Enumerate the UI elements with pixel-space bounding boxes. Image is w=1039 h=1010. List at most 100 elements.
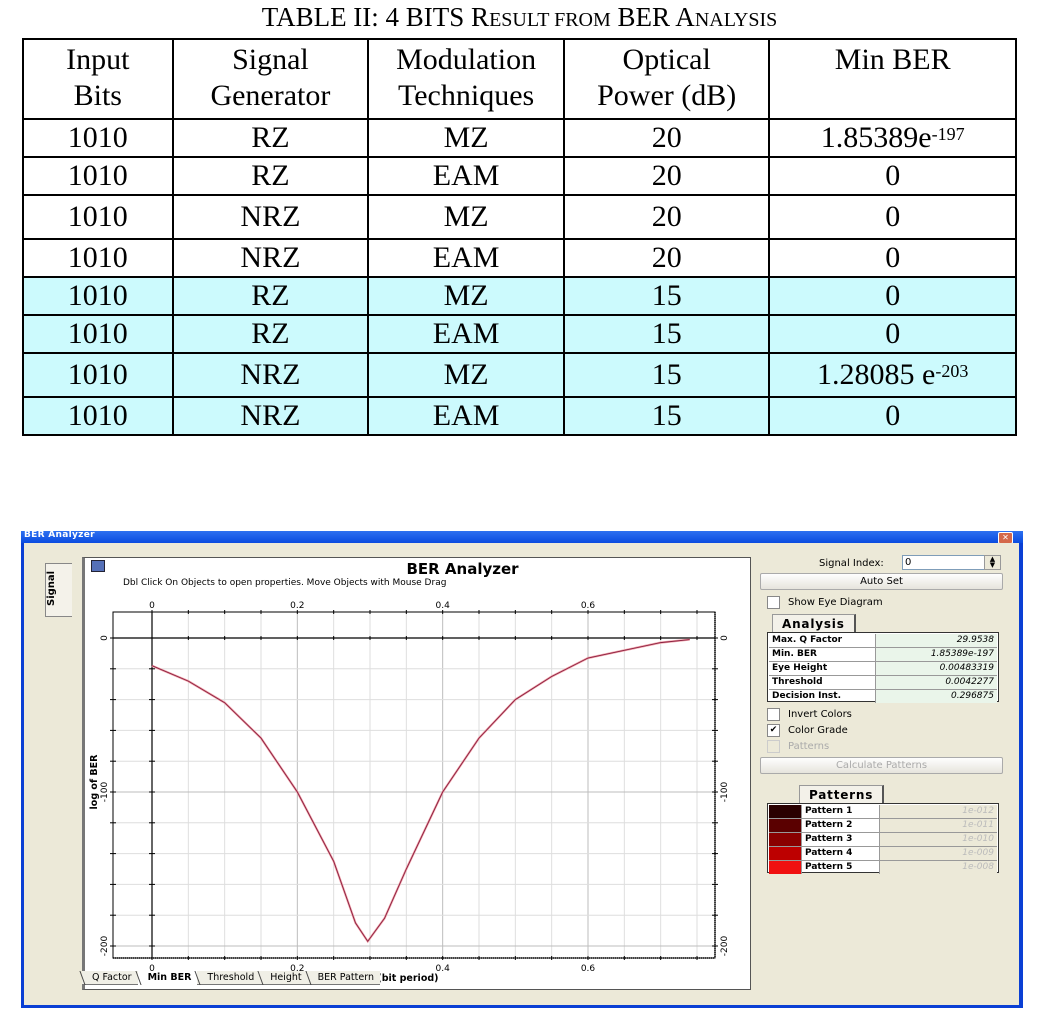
title-bar[interactable]: BER Analyzer ✕: [21, 530, 1023, 544]
cell-optical-power: 15: [562, 352, 771, 398]
cell-modulation: EAM: [367, 156, 565, 196]
svg-text:-200: -200: [720, 936, 730, 957]
pattern-row: Pattern 2 1e-011: [769, 819, 997, 833]
caption-part: TABLE II: 4 BITS R: [261, 2, 490, 32]
pattern-name: Pattern 1: [802, 805, 880, 818]
pattern-name: Pattern 2: [802, 819, 880, 832]
analysis-value: 0.296875: [876, 690, 997, 703]
cell-signal-generator: RZ: [171, 118, 370, 158]
window-client: Signal BER Analyzer Dbl Click On Objects…: [24, 543, 1019, 1005]
header-optical-power: Optical Power (dB): [562, 38, 771, 120]
tab-signal-label: Signal: [46, 570, 57, 606]
cell-min-ber: 1.85389e-197: [768, 118, 1017, 158]
cell-input-bits: 1010: [22, 314, 174, 354]
cell-optical-power: 15: [562, 396, 771, 436]
cell-signal-generator: RZ: [171, 156, 370, 196]
cell-optical-power: 20: [562, 194, 771, 240]
analysis-row: Min. BER 1.85389e-197: [769, 648, 997, 662]
svg-text:-100: -100: [100, 782, 110, 803]
analysis-key: Min. BER: [769, 648, 876, 661]
tab-ber-pattern[interactable]: BER Pattern: [307, 971, 380, 985]
patterns-checkbox[interactable]: Patterns: [767, 740, 829, 753]
cell-signal-generator: RZ: [171, 276, 370, 316]
svg-text:0: 0: [149, 964, 155, 974]
table-caption: TABLE II: 4 BITS RESULT FROM BER ANALYSI…: [0, 2, 1039, 33]
header-min-ber: Min BER: [768, 38, 1017, 120]
analysis-key: Eye Height: [769, 662, 876, 675]
cell-modulation: MZ: [367, 194, 565, 240]
signal-index-spinner[interactable]: ▲ ▼: [984, 555, 1001, 570]
table-row: 1010 RZ EAM 15 0: [22, 314, 1017, 354]
pattern-color-swatch[interactable]: [769, 861, 802, 874]
svg-text:0.2: 0.2: [290, 601, 304, 611]
table-row: 1010 NRZ EAM 20 0: [22, 238, 1017, 278]
header-input-bits: Input Bits: [22, 38, 174, 120]
tab-patterns[interactable]: Patterns: [799, 785, 885, 803]
graph-hint: Dbl Click On Objects to open properties.…: [123, 578, 447, 588]
pattern-color-swatch[interactable]: [769, 833, 802, 846]
tab-height[interactable]: Height: [260, 971, 308, 985]
cell-input-bits: 1010: [22, 156, 174, 196]
pattern-color-swatch[interactable]: [769, 847, 802, 860]
checkbox-box[interactable]: [767, 596, 780, 609]
signal-index-label: Signal Index:: [819, 558, 884, 569]
caption-part: ESULT FROM: [489, 9, 611, 31]
cell-input-bits: 1010: [22, 118, 174, 158]
pattern-color-swatch[interactable]: [769, 819, 802, 832]
graph-properties-icon[interactable]: [91, 560, 105, 572]
tab-signal[interactable]: Signal: [45, 563, 72, 617]
svg-text:log of BER: log of BER: [89, 754, 100, 810]
svg-text:0: 0: [149, 601, 155, 611]
pattern-row: Pattern 1 1e-012: [769, 805, 997, 819]
cell-min-ber: 0: [768, 156, 1017, 196]
cell-modulation: MZ: [367, 276, 565, 316]
tab-analysis[interactable]: Analysis: [772, 614, 856, 632]
auto-set-button[interactable]: Auto Set: [760, 573, 1003, 590]
table-row: 1010 NRZ EAM 15 0: [22, 396, 1017, 436]
cell-input-bits: 1010: [22, 238, 174, 278]
ber-plot[interactable]: 0 0 0.2 0.2 0.4 0.4 0.6 0.6 0 0 -100 -100 -200 -200 lo…: [85, 558, 750, 989]
analysis-table: Max. Q Factor 29.9538 Min. BER 1.85389e-197…: [767, 632, 999, 703]
analysis-row: Eye Height 0.00483319: [769, 662, 997, 676]
header-signal-generator: Signal Generator: [171, 38, 370, 120]
tab-threshold[interactable]: Threshold: [197, 971, 261, 985]
tab-q-factor[interactable]: Q Factor: [82, 971, 138, 985]
cell-min-ber: 0: [768, 238, 1017, 278]
caption-part: NALYSIS: [694, 9, 778, 31]
window-title: BER Analyzer: [24, 530, 95, 540]
cell-min-ber: 1.28085 e-203: [768, 352, 1017, 398]
cell-input-bits: 1010: [22, 352, 174, 398]
analysis-row: Decision Inst. 0.296875: [769, 690, 997, 703]
ber-results-table: Input Bits Signal Generator Modulation Tech…: [22, 38, 1017, 436]
cell-optical-power: 20: [562, 156, 771, 196]
analysis-row: Threshold 0.0042277: [769, 676, 997, 690]
pattern-name: Pattern 4: [802, 847, 880, 860]
show-eye-diagram-checkbox[interactable]: Show Eye Diagram: [767, 596, 883, 609]
cell-optical-power: 15: [562, 314, 771, 354]
color-grade-checkbox[interactable]: ✔ Color Grade: [767, 724, 848, 737]
table-row: 1010 RZ EAM 20 0: [22, 156, 1017, 196]
graph-tabs: Q Factor Min BER Threshold Height BER Patter…: [82, 971, 380, 985]
cell-modulation: MZ: [367, 118, 565, 158]
pattern-value: 1e-008: [880, 861, 997, 874]
svg-text:0.6: 0.6: [581, 964, 596, 974]
cell-modulation: EAM: [367, 238, 565, 278]
analysis-value: 0.00483319: [876, 662, 997, 675]
table-row: 1010 RZ MZ 20 1.85389e-197: [22, 118, 1017, 158]
analysis-key: Threshold: [769, 676, 876, 689]
tab-min-ber[interactable]: Min BER: [137, 971, 198, 985]
analysis-key: Decision Inst.: [769, 690, 876, 703]
cell-min-ber: 0: [768, 194, 1017, 240]
analysis-row: Max. Q Factor 29.9538: [769, 634, 997, 648]
checkmark-icon[interactable]: ✔: [767, 724, 780, 737]
calculate-patterns-button[interactable]: Calculate Patterns: [760, 757, 1003, 774]
svg-text:0.4: 0.4: [436, 601, 451, 611]
svg-text:0.6: 0.6: [581, 601, 596, 611]
cell-modulation: EAM: [367, 396, 565, 436]
invert-colors-checkbox[interactable]: Invert Colors: [767, 708, 852, 721]
pattern-color-swatch[interactable]: [769, 805, 802, 818]
cell-signal-generator: NRZ: [171, 238, 370, 278]
pattern-value: 1e-010: [880, 833, 997, 846]
graph-panel[interactable]: BER Analyzer Dbl Click On Objects to ope…: [82, 557, 751, 990]
svg-text:0: 0: [720, 635, 730, 641]
